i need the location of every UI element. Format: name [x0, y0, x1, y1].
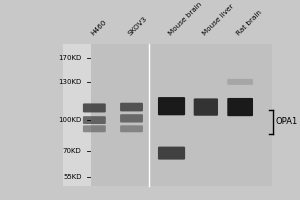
- FancyBboxPatch shape: [83, 125, 106, 132]
- FancyBboxPatch shape: [194, 98, 218, 116]
- Text: 70KD: 70KD: [63, 148, 82, 154]
- FancyBboxPatch shape: [227, 98, 253, 116]
- FancyBboxPatch shape: [120, 103, 143, 111]
- Text: SKOV3: SKOV3: [127, 15, 148, 37]
- FancyBboxPatch shape: [83, 116, 106, 124]
- Text: 100KD: 100KD: [58, 117, 82, 123]
- Text: Rat brain: Rat brain: [236, 9, 263, 37]
- FancyBboxPatch shape: [83, 103, 106, 112]
- Text: 55KD: 55KD: [63, 174, 82, 180]
- FancyBboxPatch shape: [158, 147, 185, 160]
- Text: 130KD: 130KD: [58, 79, 82, 85]
- Text: Mouse liver: Mouse liver: [202, 3, 235, 37]
- Text: 170KD: 170KD: [58, 55, 82, 61]
- Bar: [63, 44, 92, 186]
- FancyBboxPatch shape: [158, 97, 185, 115]
- Bar: [63, 44, 272, 186]
- FancyBboxPatch shape: [227, 79, 253, 85]
- FancyBboxPatch shape: [120, 125, 143, 132]
- Text: OPA1: OPA1: [276, 117, 298, 126]
- FancyBboxPatch shape: [120, 114, 143, 123]
- Text: Mouse brain: Mouse brain: [167, 1, 203, 37]
- Text: H460: H460: [90, 19, 108, 37]
